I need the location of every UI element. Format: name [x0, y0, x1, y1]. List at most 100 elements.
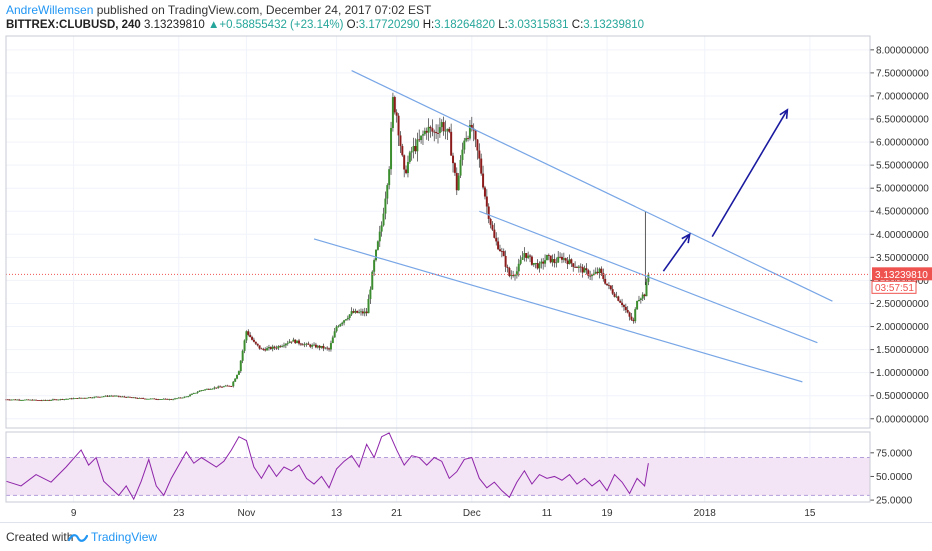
- countdown-text: 03:57:51: [875, 283, 914, 294]
- candle-down: [536, 263, 539, 269]
- candlestick-series[interactable]: [5, 92, 650, 402]
- candle-down: [40, 400, 43, 402]
- candle-up: [222, 386, 225, 388]
- candle-up: [87, 397, 90, 399]
- time-tick-label: 23: [173, 508, 185, 519]
- candle-up: [108, 395, 111, 397]
- candle-up: [311, 345, 314, 347]
- candle-up: [457, 175, 460, 191]
- candle-up: [545, 254, 548, 261]
- candle-up: [149, 398, 152, 400]
- time-tick-label: 11: [542, 508, 553, 519]
- candle-up: [598, 268, 601, 274]
- candle-up: [181, 397, 184, 399]
- candle-down: [361, 311, 364, 314]
- candle-down: [356, 310, 359, 313]
- candle-up: [303, 344, 306, 346]
- candle-down: [489, 218, 492, 225]
- candle-up: [23, 399, 26, 401]
- candle-down: [226, 385, 229, 387]
- candle-down: [502, 251, 505, 256]
- rsi-series[interactable]: [5, 432, 649, 501]
- candle-up: [93, 396, 96, 398]
- price-pane-border: [5, 35, 871, 429]
- symbol-label[interactable]: BITTREX:CLUBUSD, 240: [6, 19, 141, 31]
- candle-down: [609, 285, 612, 290]
- candle-up: [236, 374, 239, 379]
- last-value: 3.13239810: [144, 19, 205, 31]
- candle-down: [249, 334, 252, 338]
- candle-up: [313, 344, 316, 346]
- candle-down: [397, 115, 400, 136]
- candle-down: [61, 399, 64, 400]
- projection-arrows[interactable]: [662, 108, 789, 272]
- candle-up: [369, 289, 372, 299]
- price-tick-label: 4.50000000: [876, 207, 929, 218]
- candle-up: [337, 326, 340, 327]
- candle-up: [343, 320, 346, 323]
- candle-down: [247, 331, 250, 335]
- candle-up: [423, 130, 426, 135]
- price-tick-label: 7.00000000: [876, 91, 929, 102]
- tradingview-brand-link[interactable]: TradingView: [91, 530, 158, 544]
- candle-down: [435, 132, 438, 134]
- author-link[interactable]: AndreWillemsen: [6, 3, 94, 17]
- chart-svg[interactable]: 8.00000000 7.50000000 7.00000000 6.50000000…: [0, 0, 932, 522]
- arrow-shaft: [662, 233, 691, 272]
- time-tick-label: 19: [601, 508, 613, 519]
- candle-up: [534, 263, 537, 264]
- candle-down: [587, 270, 590, 276]
- candle-down: [508, 268, 511, 277]
- candle-up: [121, 396, 124, 398]
- time-tick-label: 9: [71, 508, 77, 519]
- candle-down: [487, 206, 490, 219]
- low-label: L:: [498, 19, 508, 31]
- candle-up: [551, 259, 554, 263]
- tradingview-logo-icon[interactable]: [68, 530, 88, 544]
- grid-lines: [6, 36, 870, 502]
- candle-up: [515, 271, 518, 276]
- candle-up: [645, 281, 648, 297]
- rsi-band-fill: [6, 457, 870, 496]
- price-tick-label: 8.00000000: [876, 45, 929, 56]
- candle-up: [29, 399, 32, 401]
- candle-down: [166, 398, 169, 400]
- arrow-head-icon: [681, 232, 691, 244]
- price-tick-label: 4.00000000: [876, 230, 929, 241]
- candle-up: [421, 134, 424, 136]
- candle-down: [164, 398, 167, 400]
- candle-down: [453, 163, 456, 173]
- last-price-badge: [872, 267, 932, 281]
- candle-down: [626, 309, 629, 313]
- candle-up: [339, 324, 342, 327]
- candle-up: [410, 151, 413, 153]
- rsi-band: [6, 457, 870, 496]
- candle-up: [316, 345, 319, 348]
- candle-down: [256, 343, 259, 346]
- candle-up: [636, 301, 639, 310]
- candle-up: [177, 397, 180, 399]
- candle-down: [18, 399, 21, 401]
- candle-up: [63, 399, 66, 400]
- candle-down: [53, 399, 56, 401]
- candle-up: [151, 398, 154, 400]
- candle-up: [66, 398, 69, 400]
- candle-up: [132, 397, 135, 399]
- high-label: H:: [422, 19, 435, 31]
- trend-lines[interactable]: [313, 70, 833, 383]
- candle-up: [335, 326, 338, 332]
- trend-line: [479, 210, 818, 344]
- candle-up: [371, 271, 374, 290]
- candle-up: [373, 260, 376, 272]
- candle-up: [202, 390, 205, 391]
- candle-up: [209, 389, 212, 390]
- candle-up: [211, 388, 214, 390]
- candle-up: [331, 337, 334, 344]
- candle-down: [553, 259, 556, 263]
- candle-down: [482, 173, 485, 188]
- candle-up: [185, 396, 188, 398]
- rsi-axis: 75.0000 50.0000 25.0000: [870, 448, 913, 507]
- candle-up: [519, 259, 522, 264]
- candle-down: [617, 296, 620, 301]
- candle-down: [153, 398, 156, 400]
